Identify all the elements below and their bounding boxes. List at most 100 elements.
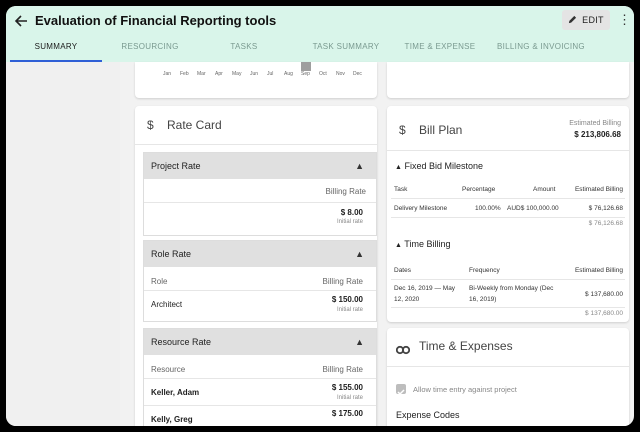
back-arrow-icon[interactable] xyxy=(14,12,32,30)
project-rate-sub: Initial rate xyxy=(336,219,363,225)
resource-rate-title: Resource Rate xyxy=(151,337,212,347)
divider xyxy=(135,144,377,145)
time-expenses-card: Time & Expenses Allow time entry against… xyxy=(387,328,629,426)
billing-rate-header: Billing Rate xyxy=(322,365,363,374)
resource-rate-value: $ 155.00 xyxy=(331,383,363,392)
timeline-months: Jan Feb Mar Apr May Jun Jul Aug Sep Oct … xyxy=(135,62,377,98)
role-rate-sub: Initial rate xyxy=(336,307,363,313)
resource-rate-header[interactable]: Resource Rate ▲ xyxy=(144,329,376,355)
divider xyxy=(144,290,376,291)
expense-codes-label: Expense Codes xyxy=(396,410,460,420)
percentage-col-header: Percentage xyxy=(462,186,496,193)
date-range-line1: Dec 16, 2019 — May xyxy=(394,285,456,292)
resource-rate-section: Resource Rate ▲ Resource Billing Rate Ke… xyxy=(143,328,377,426)
more-options-icon[interactable]: ⋮ xyxy=(618,12,631,27)
task-col-header: Task xyxy=(394,186,408,193)
timeline-marker xyxy=(301,62,311,71)
frequency-line2: 16, 2019) xyxy=(469,296,497,303)
month-label: Nov xyxy=(336,71,345,77)
pencil-icon xyxy=(568,15,577,26)
timeline-card-right xyxy=(387,62,629,98)
project-rate-section: Project Rate ▲ Billing Rate $ 8.00 Initi… xyxy=(143,152,377,236)
page-title: Evaluation of Financial Reporting tools xyxy=(35,13,277,28)
role-rate-header[interactable]: Role Rate ▲ xyxy=(144,241,376,267)
billing-rate-header: Billing Rate xyxy=(322,277,363,286)
month-label: May xyxy=(232,71,242,77)
task-amount: AUD$ 100,000.00 xyxy=(507,205,559,212)
month-label: Apr xyxy=(215,71,223,77)
time-expenses-title: Time & Expenses xyxy=(419,339,513,353)
timeline-card: Jan Feb Mar Apr May Jun Jul Aug Sep Oct … xyxy=(135,62,377,98)
role-rate-title: Role Rate xyxy=(151,249,192,259)
month-label: Oct xyxy=(319,71,327,77)
month-label: Sep xyxy=(301,71,310,77)
tab-tasks[interactable]: TASKS xyxy=(230,42,258,51)
tab-time-expense[interactable]: TIME & EXPENSE xyxy=(404,42,476,51)
divider xyxy=(391,217,625,218)
estimated-billing-label: Estimated Billing xyxy=(569,120,621,127)
project-rate-header[interactable]: Project Rate ▲ xyxy=(144,153,376,179)
time-billing-header[interactable]: ▲ Time Billing xyxy=(395,239,450,249)
divider xyxy=(144,405,376,406)
dates-col-header: Dates xyxy=(394,267,411,274)
tab-billing-invoicing[interactable]: BILLING & INVOICING xyxy=(497,42,585,51)
frequency-line1: Bi-Weekly from Monday (Dec xyxy=(469,285,554,292)
task-estimated: $ 76,126.68 xyxy=(588,205,623,212)
estimated-billing-value: $ 213,806.68 xyxy=(574,130,621,139)
left-sidebar xyxy=(6,62,120,426)
time-estimated: $ 137,680.00 xyxy=(585,291,623,298)
resource-rate-sub: Initial rate xyxy=(336,395,363,401)
fixed-bid-header[interactable]: ▲ Fixed Bid Milestone xyxy=(395,161,483,171)
date-range-line2: 12, 2020 xyxy=(394,296,420,303)
project-rate-title: Project Rate xyxy=(151,161,201,171)
divider xyxy=(391,279,625,280)
amount-col-header: Amount xyxy=(533,186,556,193)
tab-bar: SUMMARY RESOURCING TASKS TASK SUMMARY TI… xyxy=(6,38,634,62)
allow-time-label: Allow time entry against project xyxy=(413,385,517,394)
rate-card-title: Rate Card xyxy=(167,118,222,132)
bill-plan-card: $ Bill Plan Estimated Billing $ 213,806.… xyxy=(387,106,629,322)
chevron-up-icon[interactable]: ▲ xyxy=(355,161,364,171)
estimated-col-header: Estimated Billing xyxy=(574,186,623,193)
chevron-up-icon: ▲ xyxy=(395,164,402,171)
resource-header: Resource xyxy=(151,365,186,374)
divider xyxy=(387,366,629,367)
month-label: Jun xyxy=(250,71,259,77)
role-name: Architect xyxy=(151,300,183,309)
time-billing-title: Time Billing xyxy=(404,239,451,249)
chevron-up-icon[interactable]: ▲ xyxy=(355,249,364,259)
resource-name: Kelly, Greg xyxy=(151,415,193,424)
time-billing-total: $ 137,680.00 xyxy=(585,310,623,317)
month-label: Mar xyxy=(197,71,206,77)
role-rate-value: $ 150.00 xyxy=(331,295,363,304)
divider xyxy=(387,150,629,151)
month-label: Aug xyxy=(284,71,293,77)
role-header: Role xyxy=(151,277,168,286)
task-percentage: 100.00% xyxy=(475,205,501,212)
role-rate-section: Role Rate ▲ Role Billing Rate Architect … xyxy=(143,240,377,322)
task-name: Delivery Milestone xyxy=(394,205,448,212)
chevron-up-icon: ▲ xyxy=(395,242,402,249)
fixed-bid-total: $ 76,126.68 xyxy=(588,220,623,227)
edit-button-label: EDIT xyxy=(582,15,604,25)
tab-resourcing[interactable]: RESOURCING xyxy=(121,42,179,51)
tab-summary[interactable]: SUMMARY xyxy=(34,42,78,51)
tab-task-summary[interactable]: TASK SUMMARY xyxy=(312,42,380,51)
estimated-col-header: Estimated Billing xyxy=(574,267,623,274)
divider xyxy=(391,307,625,308)
dollar-icon: $ xyxy=(147,118,154,132)
edit-button[interactable]: EDIT xyxy=(562,10,610,30)
link-icon xyxy=(395,342,411,360)
chevron-up-icon[interactable]: ▲ xyxy=(355,337,364,347)
active-tab-indicator xyxy=(10,60,102,62)
project-header: Evaluation of Financial Reporting tools … xyxy=(6,6,634,62)
frequency-col-header: Frequency xyxy=(469,267,500,274)
bill-plan-title: Bill Plan xyxy=(419,123,463,137)
month-label: Feb xyxy=(180,71,189,77)
resource-rate-value: $ 175.00 xyxy=(331,409,363,418)
month-label: Dec xyxy=(353,71,362,77)
fixed-bid-title: Fixed Bid Milestone xyxy=(404,161,483,171)
month-label: Jan xyxy=(163,71,172,77)
dollar-icon: $ xyxy=(399,123,406,137)
allow-time-checkbox[interactable] xyxy=(396,384,406,396)
